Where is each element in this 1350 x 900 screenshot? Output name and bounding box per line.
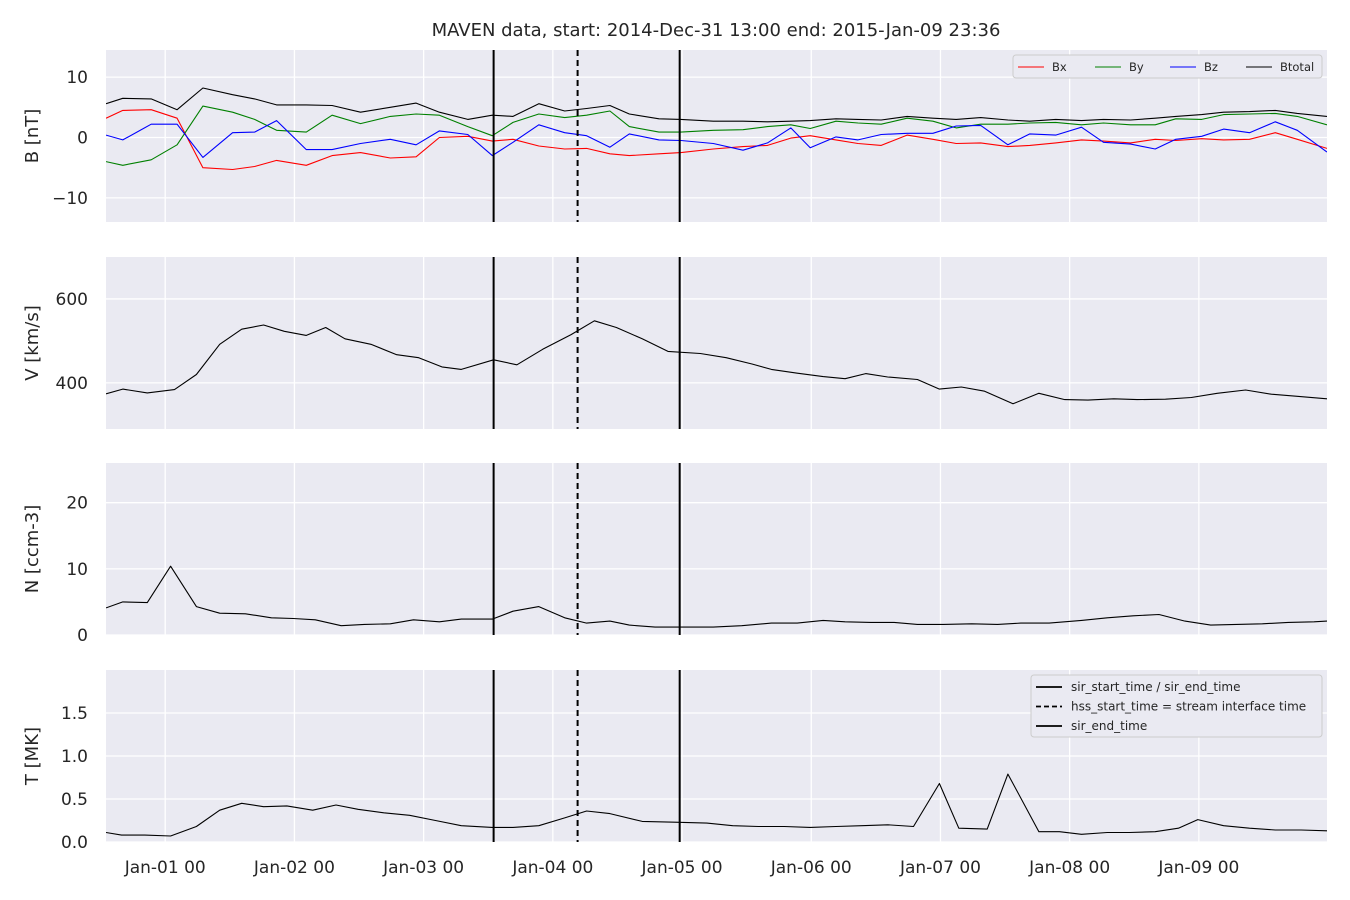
y-axis-label: B [nT] [22,109,43,164]
legend-label: By [1129,60,1144,74]
y-axis-label: N [ccm-3] [22,505,43,594]
x-tick-label: Jan-08 00 [1028,858,1110,878]
legend-label: sir_end_time [1071,719,1147,733]
series-group [106,87,1327,171]
x-tick-label: Jan-02 00 [253,858,335,878]
series-group [106,565,1327,628]
x-tick-label: Jan-03 00 [382,858,464,878]
y-tick-label: 0.0 [61,833,88,853]
x-tick-label: Jan-06 00 [770,858,852,878]
series-line-by [106,105,1327,166]
legend-box [1030,674,1323,738]
series-group [106,773,1327,837]
plot-area [106,257,1327,429]
panel-2: 400 600 V [km/s] [22,257,1327,429]
plot-area [106,50,1327,222]
legend-label: sir_start_time / sir_end_time [1071,680,1241,694]
y-tick-label: −10 [52,189,88,209]
x-tick-label: Jan-05 00 [641,858,723,878]
x-tick-label: Jan-04 00 [511,858,593,878]
y-tick-label: 0 [77,129,88,149]
legend-label: hss_start_time = stream interface time [1071,700,1306,714]
series-line [106,565,1327,628]
legend-events: sir_start_time / sir_end_time hss_start_t… [1030,674,1323,738]
series-line-bx [106,109,1327,171]
y-tick-label: 600 [56,290,88,310]
y-tick-label: 10 [66,560,88,580]
y-tick-label: 20 [66,494,88,514]
x-tick-label: Jan-09 00 [1157,858,1239,878]
panel-3: 0 10 20 N [ccm-3] [22,463,1327,646]
y-axis-label: T [MK] [22,727,43,786]
y-tick-label: 1.0 [61,747,88,767]
legend-box [1012,54,1323,79]
legend-label: Bx [1052,60,1067,74]
x-tick-label: Jan-01 00 [124,858,206,878]
legend-label: Bz [1204,60,1218,74]
plot-area [106,463,1327,635]
series-group [106,320,1327,405]
x-tick-label: Jan-07 00 [899,858,981,878]
y-tick-label: 1.5 [61,704,88,724]
y-axis-label: V [km/s] [22,305,43,380]
legend-b-panel: Bx By Bz Btotal [1012,54,1323,79]
series-line [106,320,1327,405]
figure-title: MAVEN data, start: 2014-Dec-31 13:00 end… [432,20,1001,41]
series-line [106,773,1327,837]
legend-label: Btotal [1280,60,1314,74]
y-tick-label: 10 [66,68,88,88]
y-tick-label: 0 [77,626,88,646]
series-line-bz [106,120,1327,158]
panels: −10 0 10 B [nT] 400 600 V [km/s] 0 10 20 N [ccm-3]… [22,50,1327,878]
y-tick-label: 0.5 [61,790,88,810]
panel-1: −10 0 10 B [nT] [22,50,1327,222]
y-tick-label: 400 [56,374,88,394]
series-line-btotal [106,87,1327,123]
